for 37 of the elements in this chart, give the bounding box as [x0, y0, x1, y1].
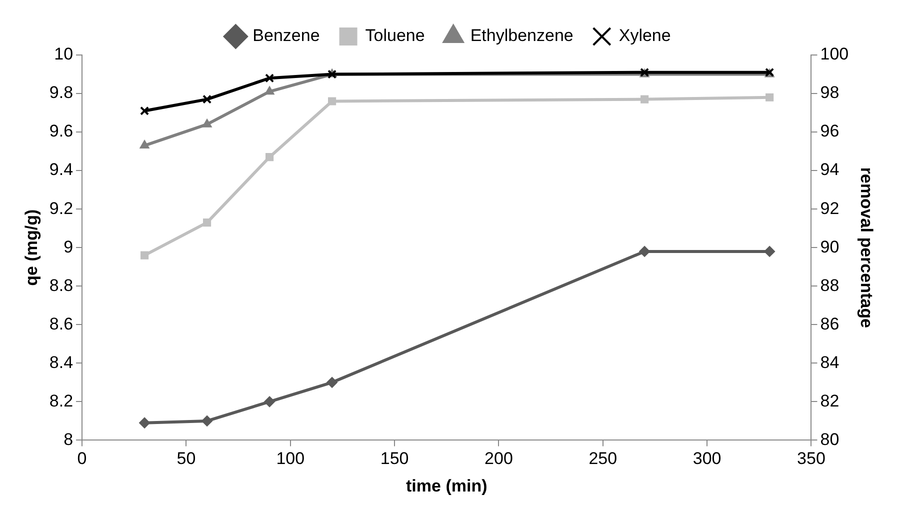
y2-tick-label: 86	[820, 314, 840, 334]
y-tick-label: 8	[64, 430, 74, 449]
x-axis-title: time (min)	[406, 476, 488, 496]
legend-label: Benzene	[252, 26, 320, 46]
y2-axis-title: removal percentage	[857, 167, 876, 328]
y-tick-label: 10	[54, 44, 74, 64]
y2-tick-label: 80	[820, 430, 840, 449]
y-tick-label: 8.6	[49, 314, 74, 334]
x-tick-label: 100	[276, 449, 305, 468]
y2-tick-label: 88	[820, 276, 840, 295]
y-tick-label: 8.2	[49, 391, 74, 410]
legend-label: Toluene	[365, 26, 425, 46]
y-tick-label: 9.6	[49, 122, 74, 141]
legend-label: Xylene	[618, 26, 671, 46]
x-tick-label: 300	[692, 449, 722, 468]
x-tick-label: 50	[176, 449, 196, 468]
x-tick-label: 250	[588, 449, 618, 468]
y2-tick-label: 90	[820, 237, 840, 256]
x-tick-label: 150	[380, 449, 409, 468]
y2-tick-label: 100	[820, 44, 849, 64]
legend-label: Ethylbenzene	[470, 26, 574, 46]
x-tick-label: 350	[797, 449, 826, 468]
y-tick-label: 9	[64, 237, 74, 256]
y2-tick-label: 98	[820, 83, 840, 102]
y2-tick-label: 92	[820, 198, 840, 218]
y2-tick-label: 96	[820, 122, 840, 141]
y-tick-label: 9.2	[49, 198, 74, 218]
x-tick-label: 200	[484, 449, 513, 468]
y2-tick-label: 84	[820, 352, 840, 372]
y-tick-label: 8.8	[49, 276, 74, 295]
y2-tick-label: 94	[820, 160, 840, 180]
y2-tick-label: 82	[820, 391, 840, 410]
y-axis-title: qe (mg/g)	[22, 209, 41, 286]
y-tick-label: 9.4	[49, 160, 74, 180]
y-tick-label: 8.4	[49, 352, 74, 372]
x-tick-label: 0	[77, 449, 87, 468]
y-tick-label: 9.8	[49, 83, 74, 102]
